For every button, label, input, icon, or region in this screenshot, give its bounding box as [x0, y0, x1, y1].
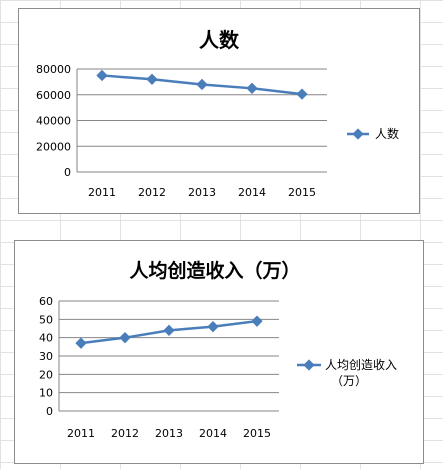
y-tick-label: 20000	[36, 140, 71, 153]
data-point-marker	[296, 88, 308, 100]
gridlines	[76, 68, 327, 173]
y-tick-label: 30	[39, 350, 53, 363]
x-tick-label: 2013	[155, 427, 183, 440]
y-tick-label: 0	[46, 405, 53, 418]
data-point-marker	[207, 321, 219, 333]
legend-label: 人数	[375, 126, 399, 141]
data-point-marker	[251, 315, 263, 327]
y-tick-label: 0	[64, 166, 71, 179]
y-tick-label: 40	[39, 332, 53, 345]
chart-headcount[interactable]: 人数 0 20000 40000 60000 80000 2011 2012 2013 201…	[18, 8, 420, 214]
data-point-marker	[246, 82, 258, 94]
chart-title: 人均创造收入（万）	[129, 259, 300, 282]
legend-label-line2: （万）	[331, 374, 367, 388]
data-point-marker	[119, 332, 131, 344]
x-tick-label: 2013	[188, 186, 216, 199]
series-line	[75, 315, 263, 349]
y-tick-label: 80000	[36, 63, 71, 76]
x-tick-label: 2012	[138, 186, 166, 199]
y-tick-label: 50	[39, 313, 53, 326]
data-point-marker	[96, 69, 108, 82]
y-tick-label: 60000	[36, 89, 71, 102]
series-line	[96, 69, 308, 100]
chart-title: 人数	[199, 28, 240, 52]
data-point-marker	[146, 73, 158, 85]
x-tick-label: 2012	[111, 427, 139, 440]
y-tick-label: 60	[39, 295, 53, 308]
chart-income-per-capita[interactable]: 人均创造收入（万） 0 10 20 30 40 50 60 2011 2012 2013 2014…	[14, 240, 424, 464]
x-axis-ticks: 2011 2012 2013 2014 2015	[88, 186, 316, 199]
legend: 人数	[347, 126, 399, 141]
data-point-marker	[75, 337, 87, 349]
legend-diamond-marker	[303, 359, 315, 371]
x-tick-label: 2015	[288, 186, 316, 199]
y-tick-label: 20	[39, 368, 53, 381]
x-tick-label: 2015	[243, 427, 271, 440]
gridlines	[58, 300, 279, 412]
y-axis-ticks: 0 10 20 30 40 50 60	[39, 295, 53, 418]
legend-diamond-marker	[352, 128, 364, 140]
legend: 人均创造收入 （万）	[297, 358, 397, 388]
y-tick-label: 40000	[36, 115, 71, 128]
y-tick-label: 10	[39, 387, 53, 400]
x-tick-label: 2014	[199, 427, 227, 440]
legend-label-line1: 人均创造收入	[325, 358, 397, 372]
y-axis-ticks: 0 20000 40000 60000 80000	[36, 63, 71, 179]
data-point-marker	[163, 324, 175, 336]
data-point-marker	[196, 78, 208, 91]
x-tick-label: 2011	[67, 427, 95, 440]
x-tick-label: 2011	[88, 186, 116, 199]
x-tick-label: 2014	[238, 186, 266, 199]
x-axis-ticks: 2011 2012 2013 2014 2015	[67, 427, 271, 440]
